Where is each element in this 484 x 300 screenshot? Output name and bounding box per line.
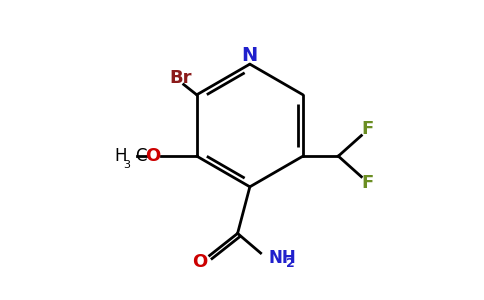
Text: N: N xyxy=(242,46,258,65)
Text: 2: 2 xyxy=(286,257,294,270)
Text: 3: 3 xyxy=(123,160,131,170)
Text: Br: Br xyxy=(169,69,192,87)
Text: H: H xyxy=(115,147,127,165)
Text: NH: NH xyxy=(269,249,296,267)
Text: C: C xyxy=(136,147,147,165)
Text: F: F xyxy=(362,120,374,138)
Text: O: O xyxy=(145,147,160,165)
Text: F: F xyxy=(362,174,374,192)
Text: O: O xyxy=(192,253,208,271)
